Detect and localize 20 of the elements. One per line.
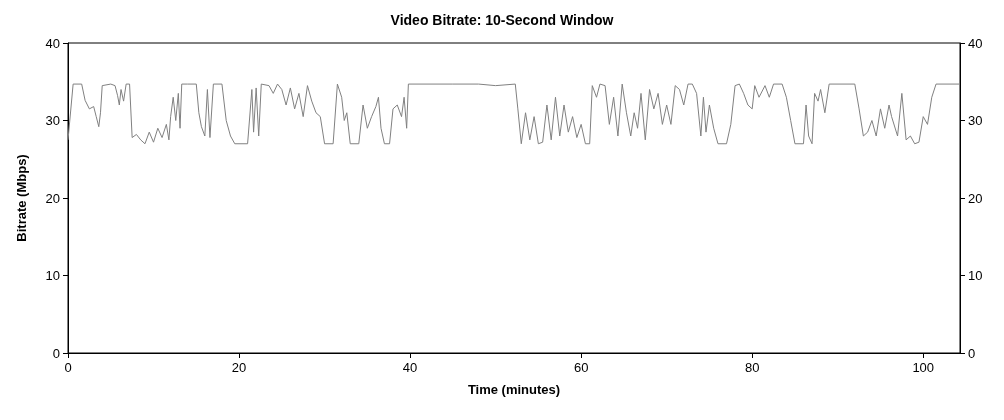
x-tick-label: 60 xyxy=(573,360,589,375)
y-tick-label: 10 xyxy=(45,268,60,283)
x-axis-title: Time (minutes) xyxy=(467,382,561,397)
y2-tick-label: 20 xyxy=(968,190,983,206)
y-tick-label: 20 xyxy=(45,190,60,206)
x-tick-label: 40 xyxy=(402,360,418,375)
x-tick-label: 20 xyxy=(231,360,247,375)
line-series xyxy=(67,83,961,145)
y-axis-title: Bitrate (Mbps) xyxy=(14,154,29,242)
x-tick-label: 100 xyxy=(912,360,935,375)
chart-title: Video Bitrate: 10-Second Window xyxy=(390,12,614,28)
y-tick-label: 40 xyxy=(45,35,60,51)
y2-tick-label: 30 xyxy=(968,113,983,128)
x-tick-label: 0 xyxy=(64,360,72,375)
y2-tick-label: 40 xyxy=(968,35,983,51)
y2-tick-label: 10 xyxy=(968,268,983,283)
y-tick-label: 0 xyxy=(52,345,60,361)
x-tick-label: 80 xyxy=(744,360,760,375)
y-tick-label: 30 xyxy=(45,113,60,128)
y2-tick-label: 0 xyxy=(968,345,976,361)
